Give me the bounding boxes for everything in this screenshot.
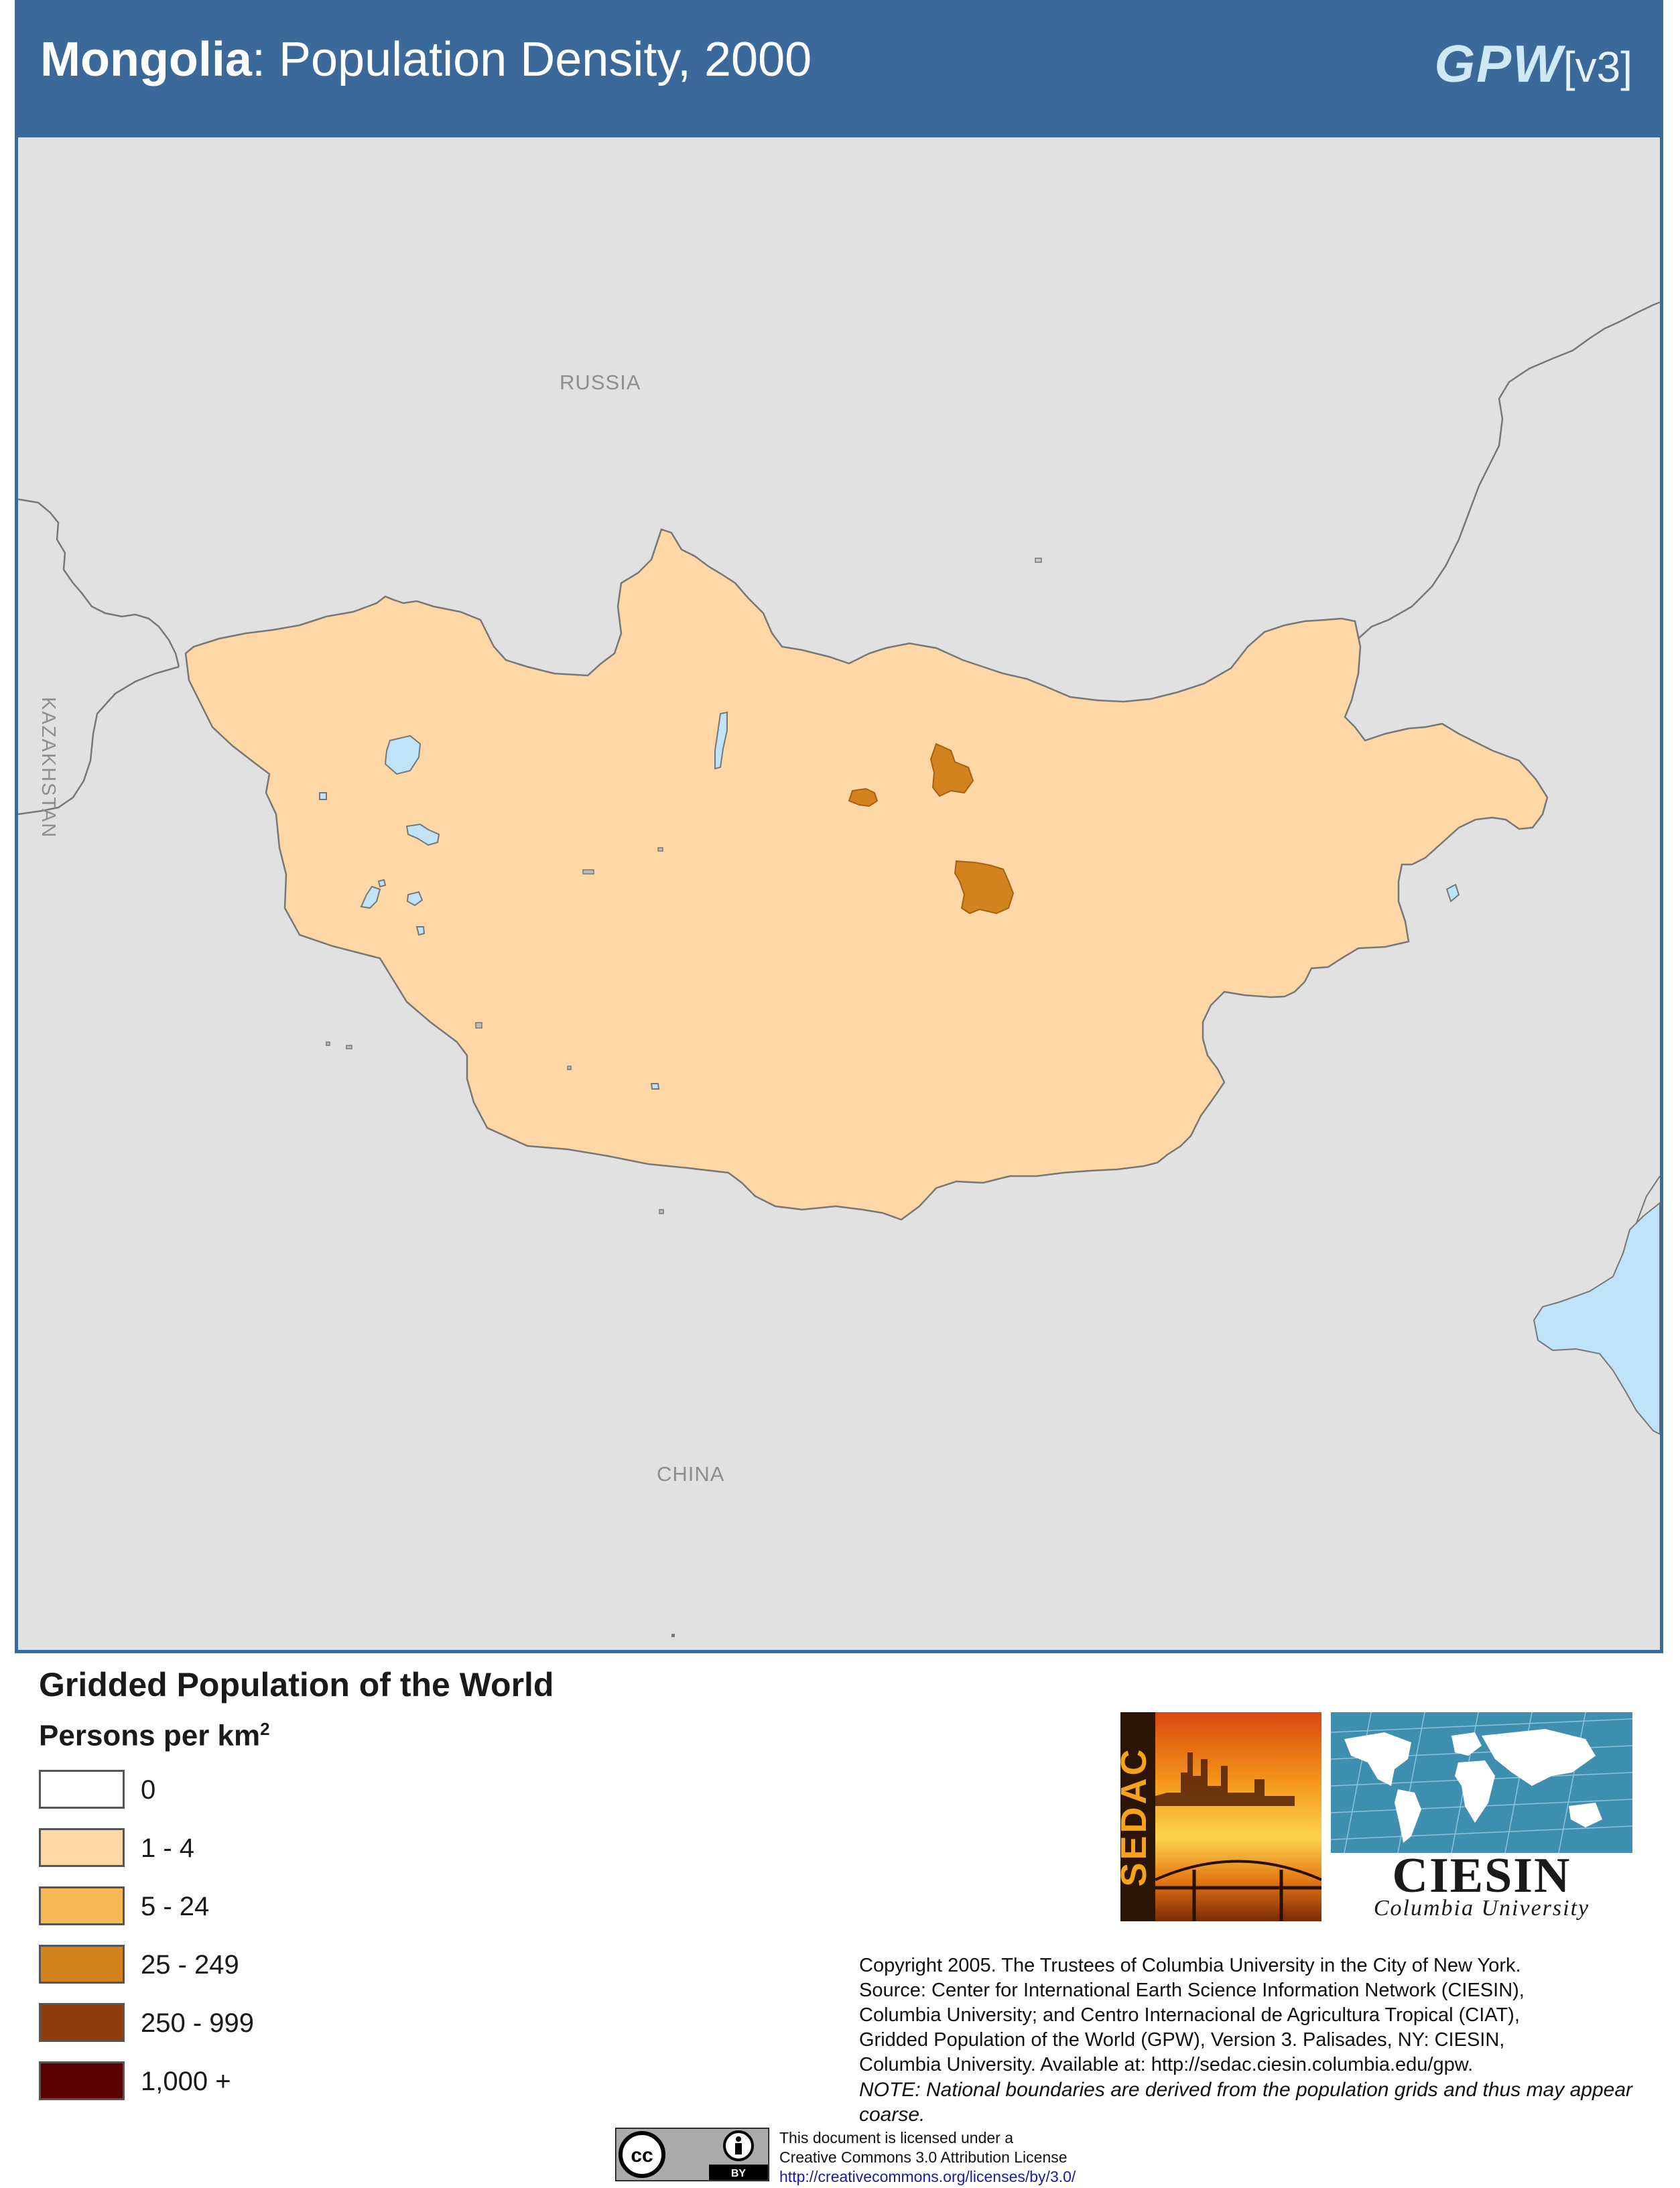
legend-unit-text: Persons per km — [39, 1719, 261, 1752]
mongolia-density-1-4 — [184, 528, 1549, 1221]
erdenet-density-25-249 — [848, 787, 879, 808]
cc-by-badge: cc BY — [615, 2128, 769, 2181]
legend-swatch — [39, 1770, 125, 1809]
lake-airag — [406, 891, 424, 907]
speck-1 — [475, 1022, 482, 1029]
svg-text:cc: cc — [631, 2144, 653, 2167]
boundary-russia-china-east — [1250, 301, 1660, 708]
legend-label: 1,000 + — [141, 2067, 231, 2096]
speck-russia — [1035, 558, 1042, 563]
sea-water — [1533, 1202, 1660, 1435]
license-line: This document is licensed under a — [779, 2129, 1014, 2146]
speck-4 — [326, 1041, 330, 1046]
speck-5 — [346, 1045, 352, 1049]
map-subtitle: Population Density, 2000 — [265, 33, 812, 86]
gpw-version: [v3] — [1563, 43, 1632, 91]
map-frame: RUSSIA KAZAKHSTAN CHINA 0 200km Lambert … — [15, 137, 1663, 1653]
copyright-block: Copyright 2005. The Trustees of Columbia… — [859, 1953, 1636, 2077]
legend-label: 5 - 24 — [141, 1892, 210, 1921]
source-line: Columbia University; and Centro Internac… — [859, 2004, 1520, 2026]
lake-khyargas — [360, 885, 381, 909]
source-line: Source: Center for International Earth S… — [859, 1980, 1525, 2001]
copyright-line: Copyright 2005. The Trustees of Columbia… — [859, 1955, 1521, 1976]
cc-by-text: BY — [731, 2168, 747, 2179]
source-line: Columbia University. Available at: http:… — [859, 2054, 1474, 2075]
boundary-note: NOTE: National boundaries are derived fr… — [859, 2079, 1632, 2126]
license-block: This document is licensed under a Creati… — [779, 2128, 1076, 2187]
source-line: Gridded Population of the World (GPW), V… — [859, 2029, 1505, 2051]
title-bar: Mongolia: Population Density, 2000 GPW[v… — [15, 0, 1663, 137]
sedac-logo-text: SEDAC — [1120, 1746, 1154, 1886]
lake-buir — [1445, 883, 1460, 903]
legend-label: 0 — [141, 1775, 156, 1805]
legend-unit-superscript: 2 — [260, 1719, 270, 1739]
lake-small-2 — [650, 1083, 660, 1090]
speck-3 — [657, 847, 663, 852]
legend-label: 250 - 999 — [141, 2008, 255, 2038]
ciesin-logo-subtext: Columbia University — [1374, 1896, 1590, 1921]
ciesin-logo-text: CIESIN — [1393, 1848, 1571, 1903]
lake-khar-us — [405, 823, 440, 846]
legend-title: Gridded Population of the World — [39, 1666, 554, 1703]
legend-swatch — [39, 2061, 125, 2100]
darkhan-density-25-249 — [929, 743, 974, 797]
lake-small-1 — [415, 926, 426, 936]
lake-small-4 — [377, 879, 387, 888]
legend-swatch — [39, 1945, 125, 1984]
legend-label: 1 - 4 — [141, 1833, 195, 1863]
country-name: Mongolia — [40, 33, 252, 86]
sedac-logo: SEDAC — [1120, 1712, 1321, 1921]
legend-unit: Persons per km2 — [39, 1719, 270, 1753]
license-link[interactable]: http://creativecommons.org/licenses/by/3… — [779, 2168, 1076, 2185]
speck-china — [671, 1634, 675, 1637]
legend-label: 25 - 249 — [141, 1950, 239, 1980]
map-canvas — [18, 301, 1660, 1637]
legend-swatch — [39, 1828, 125, 1867]
lake-small-3 — [319, 792, 327, 800]
speck-2 — [582, 869, 594, 875]
speck-7 — [567, 1066, 572, 1070]
label-china: CHINA — [657, 1462, 725, 1486]
label-kazakhstan: KAZAKHSTAN — [38, 697, 59, 839]
legend-swatch — [39, 1886, 125, 1925]
map-title: Mongolia: Population Density, 2000 — [40, 32, 812, 87]
ciesin-logo: CIESIN Columbia University — [1331, 1712, 1632, 1921]
license-line: Creative Commons 3.0 Attribution License — [779, 2148, 1068, 2166]
title-separator: : — [251, 33, 265, 86]
label-russia: RUSSIA — [560, 371, 641, 394]
boundary-kazakhstan-china — [18, 665, 180, 816]
gpw-name: GPW — [1434, 34, 1563, 93]
speck-6 — [659, 1209, 664, 1214]
gpw-version-label: GPW[v3] — [1435, 34, 1632, 94]
legend-swatch — [39, 2003, 125, 2042]
lake-uvs — [384, 734, 422, 775]
lake-khovsgol — [714, 711, 728, 770]
boundary-kazakhstan-russia — [18, 498, 180, 667]
ulaanbaatar-density-25-249 — [954, 860, 1015, 915]
